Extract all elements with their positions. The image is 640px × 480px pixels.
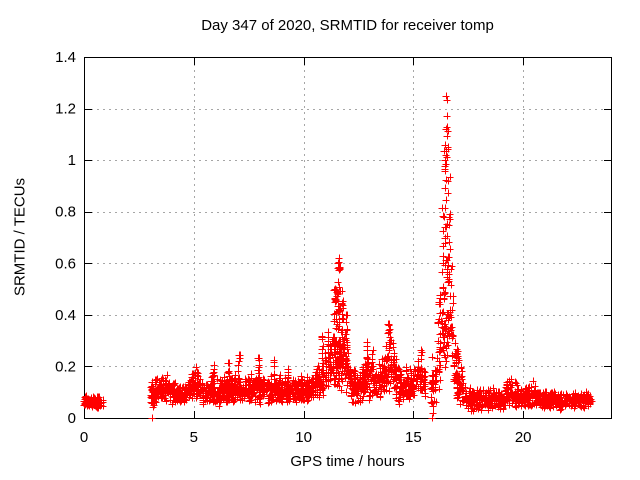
- y-tick-labels: 0 0.2 0.4 0.6 0.8 1 1.2 1.4: [55, 49, 76, 427]
- x-tick-labels: 0 5 10 15 20: [80, 429, 532, 446]
- y-tick-label: 1: [68, 152, 76, 169]
- y-tick-label: 0.8: [55, 204, 76, 221]
- x-tick-label: 0: [80, 429, 88, 446]
- y-tick-label: 0: [68, 410, 76, 427]
- y-tick-label: 0.2: [55, 358, 76, 375]
- y-tick-label: 1.2: [55, 101, 76, 118]
- plot-border: [84, 57, 612, 419]
- tick-marks: [84, 57, 611, 419]
- x-tick-label: 15: [405, 429, 422, 446]
- data-points: [80, 92, 596, 422]
- x-tick-label: 10: [295, 429, 312, 446]
- x-tick-label: 20: [515, 429, 532, 446]
- y-tick-label: 0.4: [55, 307, 76, 324]
- x-axis-label: GPS time / hours: [290, 453, 405, 470]
- chart-title: Day 347 of 2020, SRMTID for receiver tom…: [201, 17, 494, 34]
- y-tick-label: 0.6: [55, 255, 76, 272]
- y-tick-label: 1.4: [55, 49, 76, 66]
- x-tick-label: 5: [190, 429, 198, 446]
